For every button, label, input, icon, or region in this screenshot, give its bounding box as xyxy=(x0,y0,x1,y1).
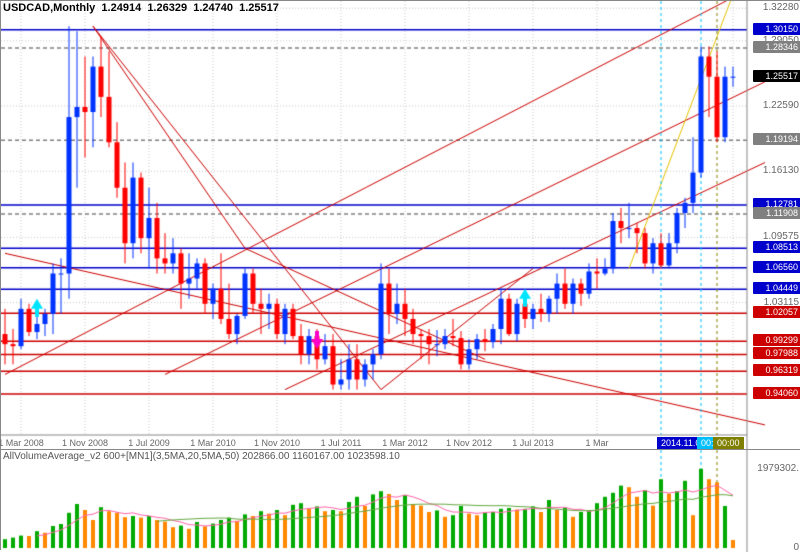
price-level-tag: 1.28346 xyxy=(753,41,800,53)
volume-y-tick: 1979302. xyxy=(757,463,799,474)
y-tick-label: 1.22590 xyxy=(763,100,799,111)
price-level-tag: 1.02057 xyxy=(753,306,800,318)
price-level-tag: 0.94060 xyxy=(753,387,800,399)
ohlc-high: 1.26329 xyxy=(147,2,187,14)
price-level-tag: 1.06560 xyxy=(753,261,800,273)
price-level-tag: 0.97988 xyxy=(753,347,800,359)
symbol-label: USDCAD xyxy=(3,2,50,14)
volume-title: AllVolumeAverage_v2 600+[MN1](3,5MA,20,5… xyxy=(3,451,400,462)
x-tick-label: 1 Mar 2008 xyxy=(0,438,44,448)
price-canvas[interactable] xyxy=(1,1,800,449)
volume-panel[interactable]: AllVolumeAverage_v2 600+[MN1](3,5MA,20,5… xyxy=(1,449,800,551)
price-level-tag: 1.08513 xyxy=(753,241,800,253)
x-tick-label: 1 Nov 2008 xyxy=(62,438,108,448)
y-tick-label: 1.16130 xyxy=(763,165,799,176)
volume-y-axis: 1979302. 0 xyxy=(747,450,800,551)
x-tick-label: 1 Jul 2009 xyxy=(128,438,170,448)
x-tick-label: 1 Nov 2010 xyxy=(254,438,300,448)
price-y-axis: 1.322801.290501.225901.161301.095751.031… xyxy=(747,1,800,449)
x-tick-label: 1 Jul 2013 xyxy=(512,438,554,448)
current-price-tag: 1.25517 xyxy=(753,70,800,82)
price-level-tag: 1.11908 xyxy=(753,207,800,219)
volume-y-tick: 0 xyxy=(793,542,799,553)
ohlc-low: 1.24740 xyxy=(193,2,233,14)
price-level-tag: 1.04449 xyxy=(753,282,800,294)
chart-title: USDCAD,Monthly 1.24914 1.26329 1.24740 1… xyxy=(3,2,279,14)
x-tick-label: 1 Mar 2010 xyxy=(190,438,236,448)
volume-canvas[interactable] xyxy=(1,450,800,552)
timeframe-label: Monthly xyxy=(53,2,95,14)
y-tick-label: 1.32280 xyxy=(763,2,799,13)
ohlc-close: 1.25517 xyxy=(239,2,279,14)
x-tick-label: 1 Jul 2011 xyxy=(321,438,362,448)
price-panel[interactable]: USDCAD,Monthly 1.24914 1.26329 1.24740 1… xyxy=(1,1,800,449)
x-tick-label: 1 Nov 2012 xyxy=(446,438,492,448)
price-level-tag: 1.19194 xyxy=(753,133,800,145)
x-tick-label: 1 Mar 2012 xyxy=(382,438,428,448)
x-tick-label: 1 Mar xyxy=(585,438,608,448)
price-level-tag: 0.99299 xyxy=(753,334,800,346)
ohlc-open: 1.24914 xyxy=(101,2,141,14)
price-level-tag: 1.30150 xyxy=(753,23,800,35)
time-tag: 00:00 xyxy=(713,437,744,449)
price-level-tag: 0.96319 xyxy=(753,364,800,376)
chart-container[interactable]: USDCAD,Monthly 1.24914 1.26329 1.24740 1… xyxy=(0,0,800,550)
